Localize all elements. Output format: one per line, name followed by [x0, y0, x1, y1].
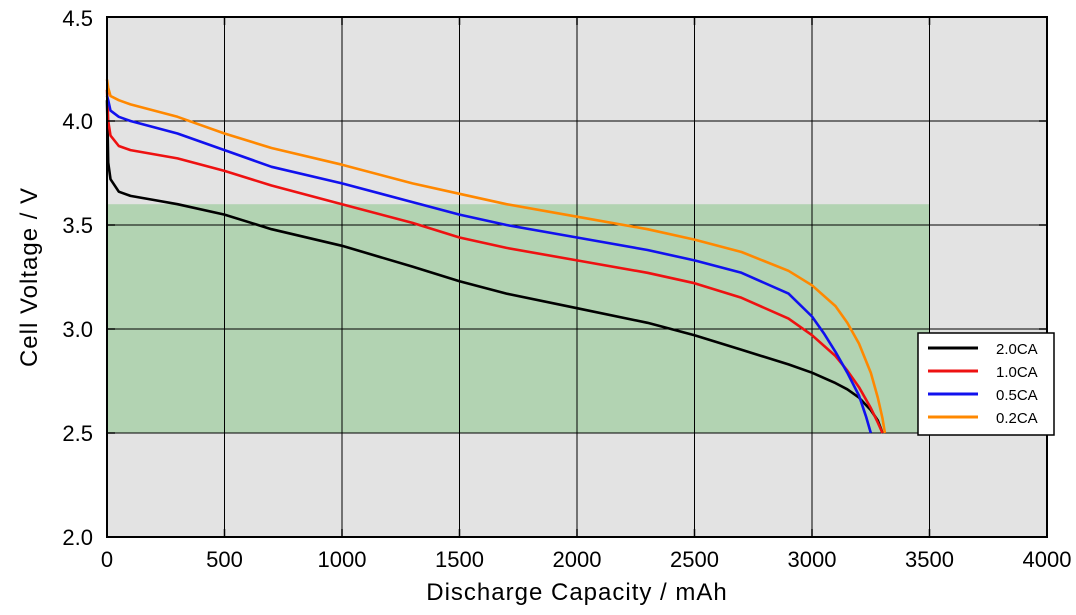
legend-label: 2.0CA: [996, 341, 1038, 358]
tick-labels: 0 500 1000 1500 2000 2500 3000 3500 4000 2.0 2.5 3.…: [62, 6, 1071, 572]
series-line-1.0CA: [105, 89, 884, 434]
x-tick-label: 3000: [788, 547, 837, 572]
series-line-0.2CA: [105, 79, 887, 434]
legend-label: 0.5CA: [996, 387, 1038, 404]
series-layer: [105, 79, 887, 434]
x-tick-label: 1000: [318, 547, 367, 572]
legend-label: 0.2CA: [996, 410, 1038, 427]
x-tick-label: 0: [101, 547, 113, 572]
series-line-2.0CA: [105, 100, 884, 434]
x-tick-label: 2500: [670, 547, 719, 572]
y-tick-label: 3.0: [62, 317, 93, 342]
x-tick-label: 3500: [905, 547, 954, 572]
y-tick-label: 3.5: [62, 213, 93, 238]
series-line-0.5CA: [105, 95, 873, 434]
legend-label: 1.0CA: [996, 364, 1038, 381]
x-tick-label: 1500: [435, 547, 484, 572]
y-tick-label: 4.5: [62, 6, 93, 31]
highlight-region: [107, 204, 930, 433]
x-tick-label: 500: [206, 547, 243, 572]
grid-lines: [107, 17, 1047, 537]
x-axis-title: Discharge Capacity / mAh: [426, 579, 727, 606]
y-axis-title: Cell Voltage / V: [16, 187, 43, 367]
x-tick-label: 4000: [1023, 547, 1072, 572]
y-tick-label: 4.0: [62, 109, 93, 134]
y-tick-label: 2.0: [62, 525, 93, 550]
y-tick-label: 2.5: [62, 421, 93, 446]
legend: 2.0CA 1.0CA 0.5CA 0.2CA: [917, 332, 1055, 436]
x-tick-label: 2000: [553, 547, 602, 572]
